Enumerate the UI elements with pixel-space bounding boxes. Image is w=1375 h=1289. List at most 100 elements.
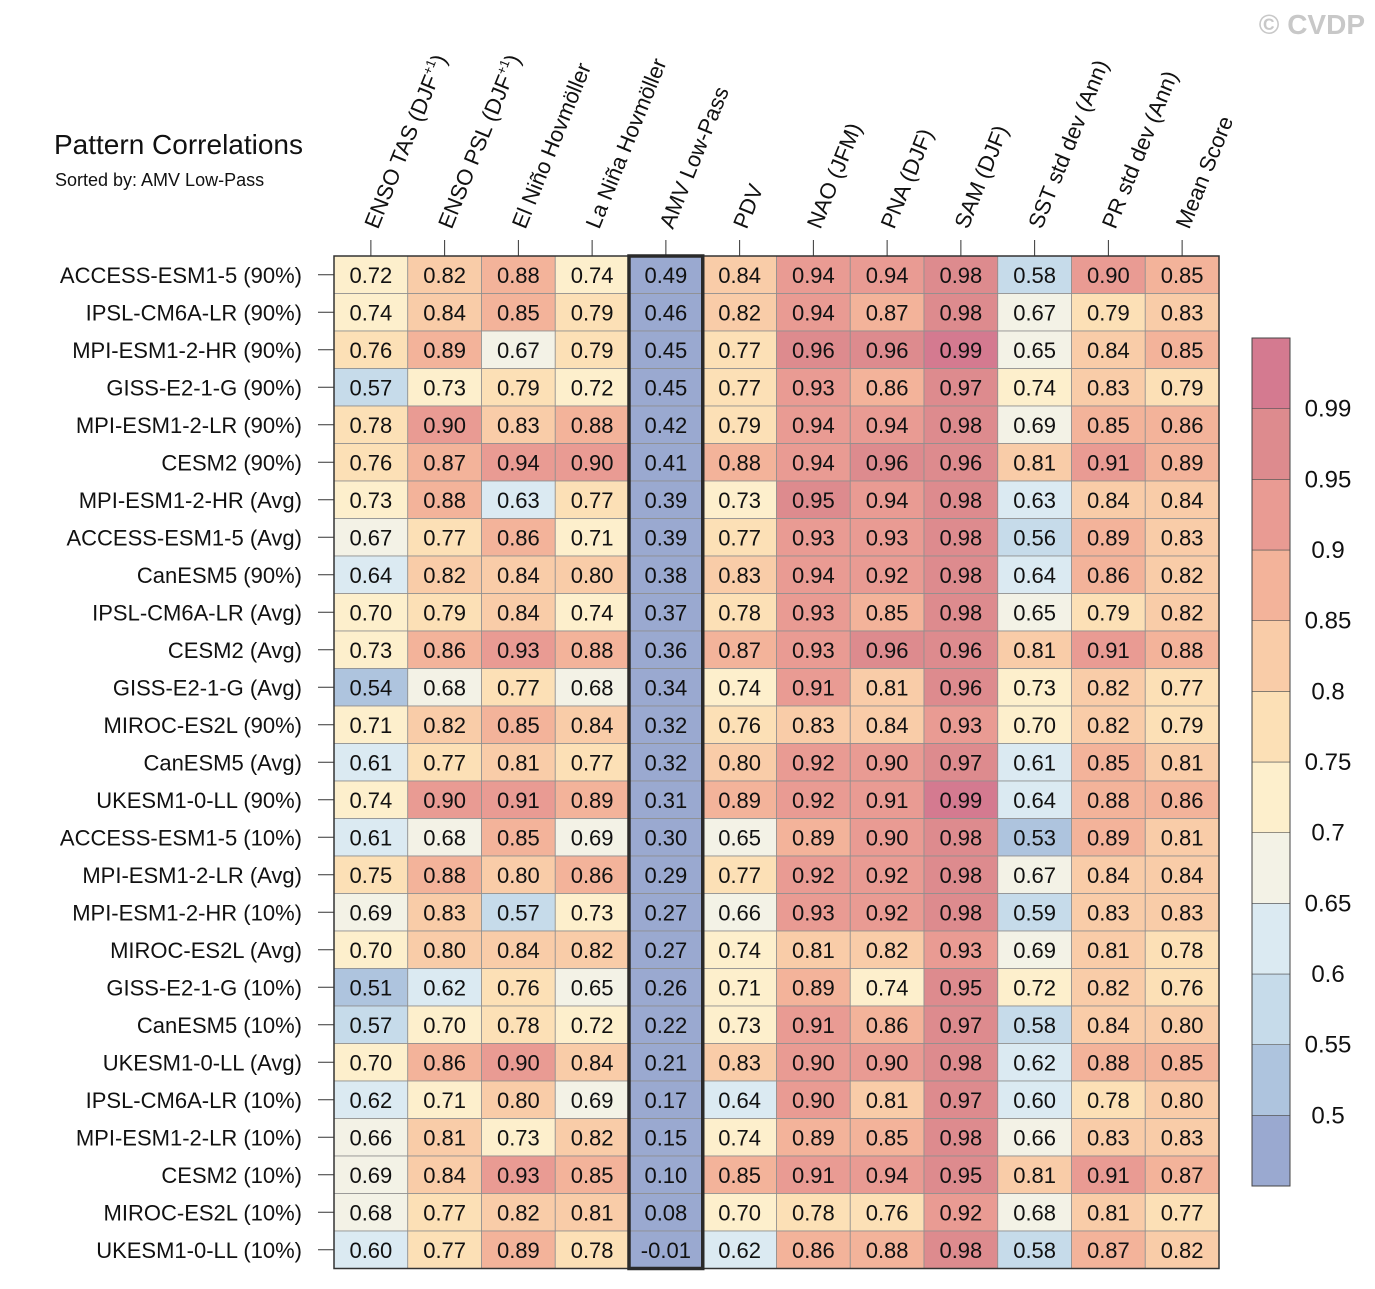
column-label-text: La Niña Hovmöller	[581, 55, 672, 232]
cell-value: 0.98	[939, 863, 982, 888]
colorbar-tick-label: 0.85	[1305, 608, 1352, 635]
row-label: UKESM1-0-LL (90%)	[96, 788, 302, 813]
row-label: IPSL-CM6A-LR (Avg)	[92, 600, 302, 625]
cell-value: 0.94	[866, 488, 909, 513]
heatmap-cell	[1071, 1230, 1146, 1269]
cell-value: 0.77	[423, 525, 466, 550]
heatmap-cell	[481, 368, 556, 407]
heatmap-cell	[407, 1193, 482, 1232]
heatmap-cell	[997, 443, 1072, 482]
cell-value: 0.83	[1161, 1125, 1204, 1150]
heatmap-cell	[997, 630, 1072, 669]
cell-value: 0.83	[1161, 300, 1204, 325]
cell-value: 0.10	[644, 1163, 687, 1188]
column-label-superscript: +1	[419, 57, 438, 76]
heatmap-cell	[333, 405, 409, 444]
heatmap-cell	[923, 1230, 999, 1269]
column-label-text: SAM (DJF)	[949, 122, 1013, 232]
cell-value: 0.86	[497, 525, 540, 550]
column-label-text: El Niño Hovmöller	[507, 59, 596, 232]
cell-value: 0.82	[571, 938, 614, 963]
heatmap-cell	[997, 780, 1072, 819]
cell-value: 0.80	[1161, 1013, 1204, 1038]
row-label: IPSL-CM6A-LR (10%)	[86, 1088, 302, 1113]
column-label-text: ENSO PSL (DJF	[433, 71, 517, 231]
cell-value: 0.74	[349, 788, 392, 813]
cell-value: 0.90	[571, 450, 614, 475]
cell-value: 0.77	[1161, 675, 1204, 700]
heatmap-cell	[333, 1080, 409, 1119]
cell-value: 0.98	[939, 825, 982, 850]
cell-value: 0.74	[571, 263, 614, 288]
heatmap-cell	[481, 255, 556, 294]
cell-value: 0.90	[497, 1050, 540, 1075]
heatmap-cell	[628, 330, 704, 369]
heatmap-cell	[628, 780, 704, 819]
cell-value: 0.96	[939, 638, 982, 663]
heatmap-cell	[554, 818, 630, 857]
heatmap-cell	[1071, 1080, 1146, 1119]
cell-value: 0.82	[1161, 563, 1204, 588]
heatmap-cell	[481, 330, 556, 369]
cell-value: 0.60	[1013, 1088, 1056, 1113]
heatmap-cell	[1144, 480, 1220, 519]
cell-value: 0.74	[1013, 375, 1056, 400]
chart-subtitle: Sorted by: AMV Low-Pass	[55, 170, 264, 190]
heatmap-cell	[554, 330, 630, 369]
cell-value: 0.77	[718, 375, 761, 400]
heatmap-cell	[776, 368, 851, 407]
cell-value: 0.83	[1087, 1125, 1130, 1150]
heatmap-cell	[776, 443, 851, 482]
heatmap-cell	[407, 1080, 482, 1119]
cell-value: 0.83	[1161, 525, 1204, 550]
cell-value: 0.91	[792, 675, 835, 700]
cell-value: 0.76	[1161, 975, 1204, 1000]
heatmap-cell	[776, 593, 851, 632]
cell-value: 0.98	[939, 413, 982, 438]
row-label: MIROC-ES2L (10%)	[104, 1200, 302, 1225]
cell-value: 0.38	[644, 563, 687, 588]
heatmap-cell	[407, 443, 482, 482]
cell-value: 0.91	[792, 1013, 835, 1038]
heatmap-cell	[702, 818, 777, 857]
row-label: CanESM5 (90%)	[137, 563, 302, 588]
colorbar-tick-label: 0.65	[1305, 890, 1352, 917]
cell-value: 0.85	[1087, 750, 1130, 775]
heatmap-cell	[923, 480, 999, 519]
cell-value: 0.72	[349, 263, 392, 288]
heatmap-cell	[1071, 668, 1146, 707]
cell-value: 0.98	[939, 300, 982, 325]
cell-value: 0.90	[792, 1088, 835, 1113]
cell-value: 0.70	[349, 938, 392, 963]
colorbar-bin	[1251, 973, 1291, 1045]
heatmap-cell	[776, 255, 851, 294]
heatmap-cell	[407, 1005, 482, 1044]
colorbar-tick-label: 0.9	[1311, 537, 1344, 564]
cell-value: 0.73	[571, 900, 614, 925]
cell-value: 0.59	[1013, 900, 1056, 925]
cell-value: 0.84	[423, 300, 466, 325]
cell-value: 0.56	[1013, 525, 1056, 550]
cell-value: 0.84	[718, 263, 761, 288]
heatmap-cell	[923, 293, 999, 332]
heatmap-cell	[481, 630, 556, 669]
heatmap-cell	[407, 255, 482, 294]
cell-value: 0.98	[939, 1238, 982, 1263]
cell-value: 0.82	[571, 1125, 614, 1150]
heatmap-cell	[702, 705, 777, 744]
cell-value: 0.89	[792, 825, 835, 850]
heatmap-cell	[849, 668, 925, 707]
heatmap-cell	[333, 1155, 409, 1194]
heatmap-cell	[849, 443, 925, 482]
heatmap-cell	[997, 893, 1072, 932]
cell-value: 0.81	[1013, 638, 1056, 663]
cell-value: 0.89	[1087, 825, 1130, 850]
heatmap-cell	[776, 405, 851, 444]
cell-value: 0.27	[644, 900, 687, 925]
heatmap-cell	[554, 893, 630, 932]
cell-value: 0.78	[349, 413, 392, 438]
heatmap-cell	[407, 293, 482, 332]
cell-value: 0.64	[349, 563, 392, 588]
cell-value: 0.78	[571, 1238, 614, 1263]
colorbar-tick-label: 0.55	[1305, 1032, 1352, 1059]
